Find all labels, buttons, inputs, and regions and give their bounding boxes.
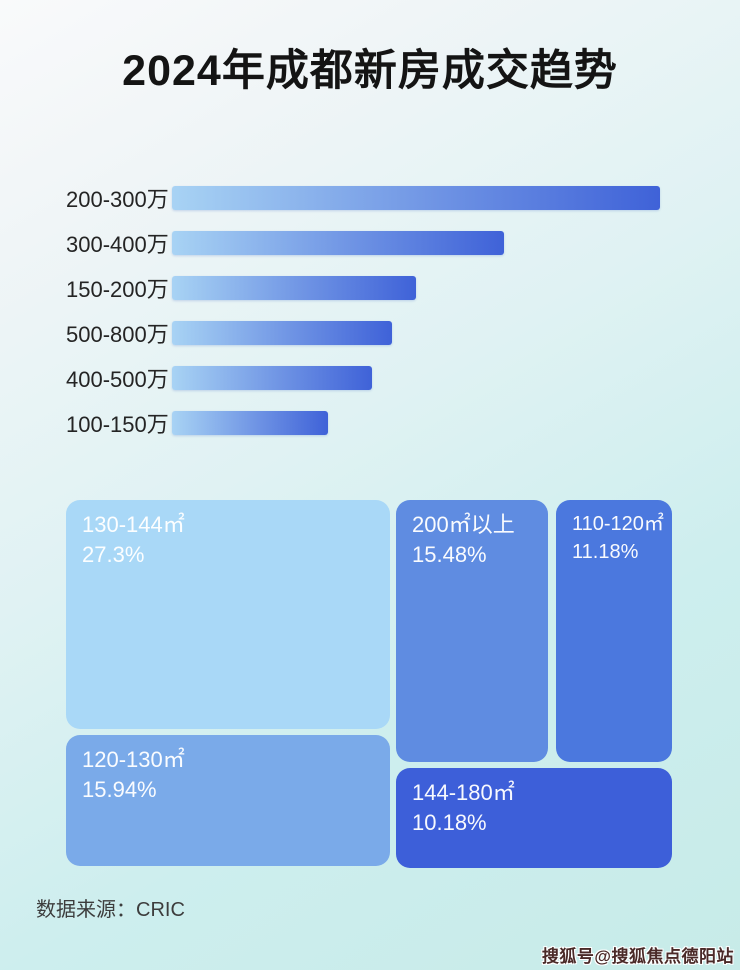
treemap-block-label: 130-144㎡ [82,512,185,537]
treemap-block-130-144: 130-144㎡ 27.3% [66,500,390,729]
treemap-block-value: 27.3% [82,542,145,567]
treemap-block-label: 200㎡以上 [412,512,515,537]
treemap-block-label: 120-130㎡ [82,747,185,772]
treemap-block-120-130: 120-130㎡ 15.94% [66,735,390,866]
treemap-block-200-plus: 200㎡以上 15.48% [396,500,548,762]
bar-row-150-200: 150-200万 [66,276,706,302]
data-source-label: 数据来源：CRIC [36,899,185,921]
bar-category-label: 500-800万 [66,322,169,347]
page-title: 2024年成都新房成交趋势 [122,47,618,95]
treemap-block-110-120: 110-120㎡ 11.18% [556,500,672,762]
bar-category-label: 100-150万 [66,412,169,437]
treemap-block-value: 11.18% [572,541,639,563]
bar-row-200-300: 200-300万 [66,186,706,212]
bar-category-label: 150-200万 [66,277,169,302]
bar-category-label: 300-400万 [66,232,169,257]
bar-row-400-500: 400-500万 [66,366,706,392]
bar-400-500 [172,366,372,390]
treemap-block-value: 15.94% [82,777,157,802]
bar-row-100-150: 100-150万 [66,411,706,437]
bar-row-300-400: 300-400万 [66,231,706,257]
bar-150-200 [172,276,416,300]
treemap-block-label: 144-180㎡ [412,780,515,805]
bar-category-label: 400-500万 [66,367,169,392]
watermark-label: 搜狐号@搜狐焦点德阳站 [541,947,734,966]
bar-300-400 [172,231,504,255]
treemap-block-144-180: 144-180㎡ 10.18% [396,768,672,868]
treemap-block-value: 10.18% [412,810,487,835]
treemap-block-value: 15.48% [412,542,487,567]
treemap-block-label: 110-120㎡ [572,513,664,535]
bar-row-500-800: 500-800万 [66,321,706,347]
bar-200-300 [172,186,660,210]
bar-100-150 [172,411,328,435]
price-range-bar-chart: 200-300万 300-400万 150-200万 500-800万 400-… [66,186,706,437]
bar-500-800 [172,321,392,345]
bar-category-label: 200-300万 [66,187,169,212]
